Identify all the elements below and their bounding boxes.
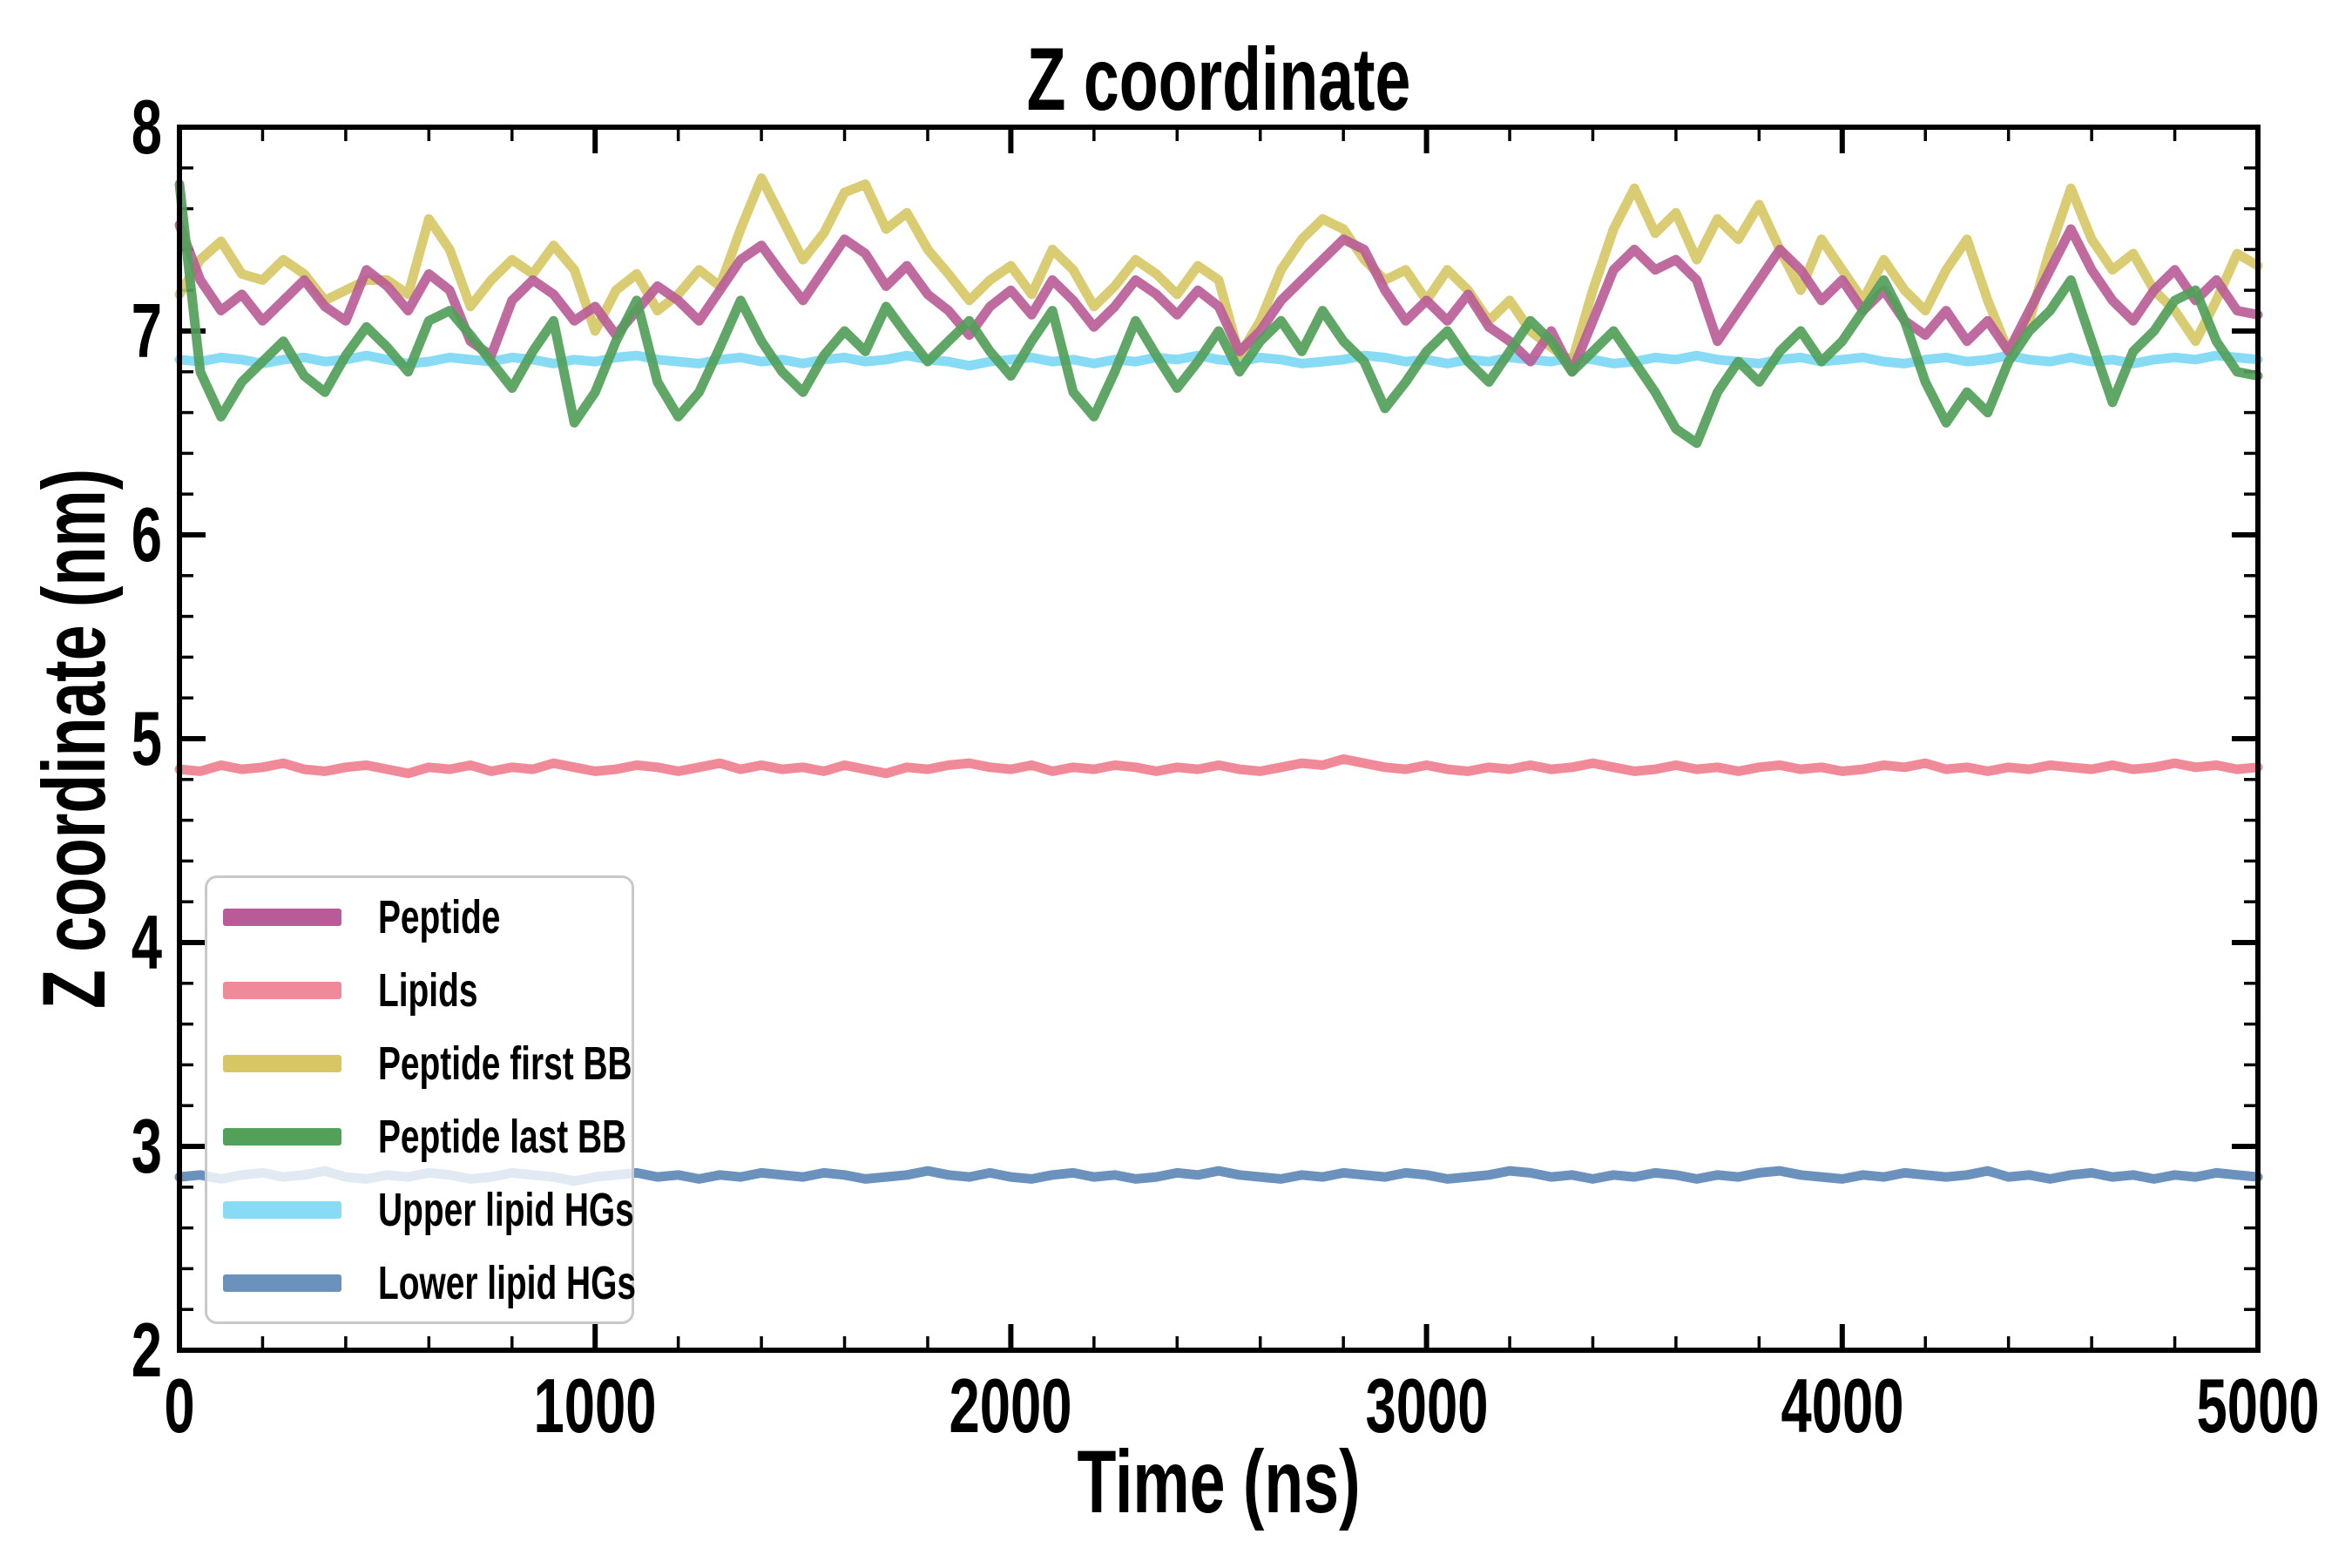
legend-swatch — [223, 1274, 341, 1292]
series-line-lipids — [174, 754, 2263, 779]
y-tick-label: 5 — [131, 695, 162, 781]
legend-swatch — [223, 981, 341, 999]
x-tick-label: 2000 — [949, 1362, 1072, 1449]
series-line-peptide — [174, 220, 2263, 377]
x-tick-label: 1000 — [533, 1362, 657, 1449]
y-axis-label: Z coordinate (nm) — [24, 468, 124, 1010]
x-tick-label: 0 — [164, 1362, 195, 1449]
legend-label: Lower lipid HGs — [378, 1256, 636, 1309]
x-tick-label: 4000 — [1781, 1362, 1904, 1449]
legend-item: Peptide last BB — [207, 1100, 632, 1173]
legend-label: Lipids — [378, 963, 478, 1017]
legend: Peptide Lipids Peptide first BB Peptide las… — [205, 875, 636, 1324]
legend-item: Lower lipid HGs — [207, 1247, 636, 1320]
y-tick-label: 3 — [131, 1103, 162, 1189]
legend-item: Peptide — [207, 881, 632, 954]
y-tick-label: 6 — [131, 491, 162, 578]
x-tick-label: 3000 — [1365, 1362, 1489, 1449]
y-tick-label: 8 — [131, 84, 162, 170]
legend-item: Upper lipid HGs — [207, 1173, 634, 1247]
legend-swatch — [223, 1200, 341, 1219]
legend-label: Peptide — [378, 890, 501, 943]
legend-label: Peptide first BB — [378, 1037, 632, 1090]
y-tick-label: 2 — [131, 1307, 162, 1393]
series-line-peptide-first-bb — [174, 173, 2263, 367]
y-tick-label: 4 — [131, 899, 162, 985]
x-tick-label: 5000 — [2196, 1362, 2320, 1449]
x-axis-label: Time (ns) — [1077, 1432, 1361, 1531]
legend-item: Lipids — [207, 954, 632, 1027]
y-tick-label: 7 — [131, 287, 162, 374]
chart-title: Z coordinate — [1026, 30, 1411, 129]
series-line-peptide-last-bb — [174, 179, 2263, 449]
legend-label: Upper lipid HGs — [378, 1183, 634, 1236]
legend-label: Peptide last BB — [378, 1110, 627, 1163]
legend-swatch — [223, 1127, 341, 1146]
legend-swatch — [223, 1054, 341, 1072]
legend-swatch — [223, 908, 341, 926]
legend-item: Peptide first BB — [207, 1027, 632, 1100]
